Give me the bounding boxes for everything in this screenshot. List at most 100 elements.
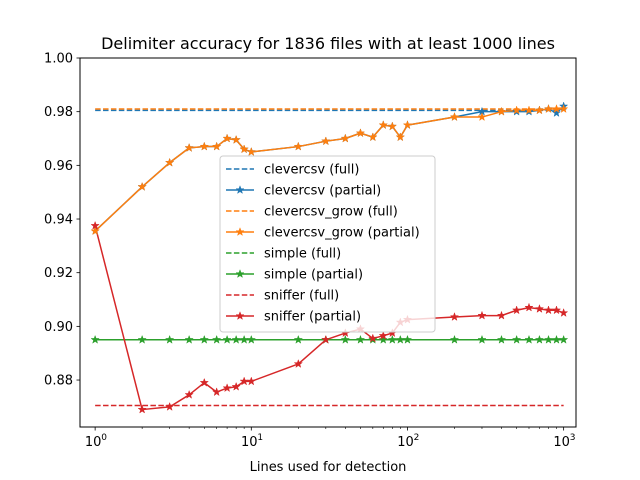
data-point — [239, 334, 249, 344]
series-line-3 — [94, 108, 564, 232]
data-point — [199, 334, 210, 344]
legend-label: clevercsv (partial) — [264, 184, 381, 199]
x-tick-label: 10 — [85, 435, 102, 450]
data-point — [340, 133, 351, 143]
data-point — [199, 377, 210, 387]
y-tick-label: 0.92 — [44, 266, 73, 281]
data-point — [543, 104, 554, 114]
data-point — [231, 334, 241, 344]
data-point — [211, 387, 222, 397]
data-point — [534, 105, 545, 115]
y-tick-label: 0.90 — [44, 320, 73, 335]
plot-frame — [79, 57, 577, 428]
legend-label: simple (partial) — [264, 268, 363, 283]
legend-label: simple (full) — [264, 247, 341, 262]
data-point — [543, 305, 554, 315]
legend: clevercsv (full) clevercsv (partial) cleve… — [219, 155, 436, 333]
x-tick-label: 10 — [241, 435, 258, 450]
x-tick-exponent: 0 — [101, 433, 107, 443]
legend-box — [219, 155, 436, 333]
data-point — [340, 334, 351, 344]
plot-lines — [94, 105, 565, 411]
data-point — [551, 305, 562, 315]
data-point — [211, 141, 222, 151]
x-tick-label: 10 — [553, 435, 570, 450]
data-point — [246, 146, 257, 156]
data-point — [402, 120, 413, 130]
data-point — [477, 310, 487, 320]
data-point — [90, 226, 100, 236]
data-point — [184, 142, 194, 152]
data-point — [293, 141, 304, 151]
legend-label: clevercsv_grow (full) — [264, 205, 398, 220]
legend-label: clevercsv (full) — [264, 163, 359, 178]
data-point — [90, 220, 100, 230]
data-point — [231, 381, 241, 391]
data-point — [355, 128, 366, 138]
data-point — [184, 334, 194, 344]
data-point — [137, 334, 147, 344]
data-point — [477, 334, 487, 344]
legend-marker — [235, 269, 245, 279]
data-point — [395, 132, 406, 142]
data-point — [90, 334, 100, 344]
x-tick-exponent: 2 — [414, 433, 420, 443]
y-axis: 0.88 0.90 0.92 0.94 0.96 0.98 1.00 — [44, 52, 80, 389]
data-point — [368, 132, 378, 142]
y-tick-label: 0.96 — [44, 159, 73, 174]
data-point — [449, 112, 460, 122]
data-point — [551, 108, 562, 118]
data-point — [164, 401, 175, 411]
data-point — [524, 105, 534, 115]
data-point — [199, 141, 210, 151]
data-point — [449, 334, 460, 344]
x-tick-exponent: 1 — [257, 433, 263, 443]
data-point — [231, 134, 241, 144]
legend-label: sniffer (partial) — [264, 310, 361, 325]
data-point — [387, 121, 398, 131]
x-axis-title: Lines used for detection — [250, 460, 407, 475]
data-point — [395, 334, 406, 344]
data-point — [496, 106, 507, 116]
x-axis: 10 0 10 1 10 2 10 3 — [85, 427, 576, 450]
data-point — [184, 389, 194, 399]
data-point — [378, 120, 388, 130]
data-point — [164, 334, 175, 344]
legend-marker — [235, 311, 245, 321]
data-point — [293, 334, 304, 344]
data-point — [378, 334, 388, 344]
data-point — [355, 334, 366, 344]
data-point — [222, 383, 232, 393]
data-point — [477, 112, 487, 122]
data-point — [558, 307, 569, 317]
data-point — [137, 181, 147, 191]
legend-marker — [235, 227, 245, 237]
data-point — [551, 334, 562, 344]
data-point — [558, 104, 569, 114]
data-point — [558, 334, 569, 344]
y-tick-label: 0.98 — [44, 105, 73, 120]
data-point — [293, 358, 304, 368]
data-point — [246, 334, 257, 344]
data-point — [222, 334, 232, 344]
data-point — [496, 334, 507, 344]
legend-label: sniffer (full) — [264, 289, 339, 304]
y-tick-label: 1.00 — [44, 52, 73, 67]
plot-markers — [90, 101, 569, 414]
data-point — [378, 330, 388, 340]
data-point — [511, 334, 522, 344]
y-tick-label: 0.88 — [44, 374, 73, 389]
data-point — [137, 404, 147, 414]
data-point — [496, 310, 507, 320]
legend-marker — [235, 185, 245, 195]
data-point — [511, 105, 522, 115]
data-point — [402, 334, 413, 344]
data-point — [543, 334, 554, 344]
legend-label: clevercsv_grow (partial) — [264, 226, 420, 241]
data-point — [511, 305, 522, 315]
data-point — [524, 302, 534, 312]
data-point — [449, 312, 460, 321]
series-line-7 — [94, 225, 564, 411]
data-point — [321, 136, 331, 146]
